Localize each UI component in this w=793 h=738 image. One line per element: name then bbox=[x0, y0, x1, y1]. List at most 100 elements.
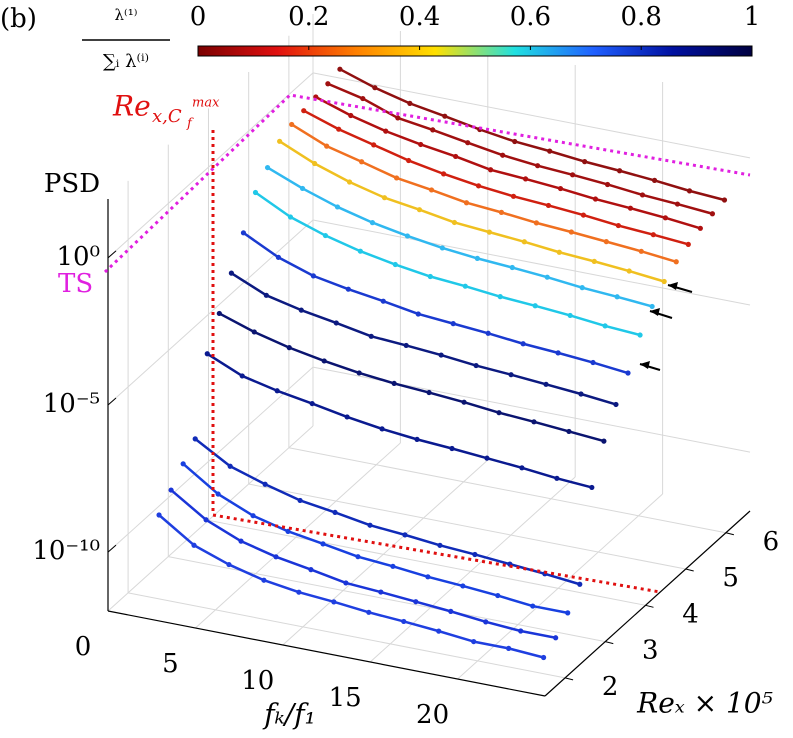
psd-peak bbox=[627, 205, 634, 211]
psd-peak bbox=[239, 373, 245, 379]
grid-line bbox=[312, 219, 751, 306]
psd-peak bbox=[697, 225, 703, 231]
psd-peak bbox=[547, 148, 553, 154]
x-tick-label: 5 bbox=[162, 649, 179, 679]
psd-peak bbox=[531, 419, 537, 425]
psd-peak bbox=[554, 475, 560, 481]
re-cfmax-line bbox=[211, 130, 661, 594]
psd-peak bbox=[414, 436, 420, 442]
psd-peak bbox=[360, 95, 366, 102]
psd-peak bbox=[168, 487, 174, 493]
psd-peak bbox=[510, 193, 517, 199]
psd-line bbox=[170, 489, 556, 640]
psd-peak bbox=[311, 160, 318, 167]
psd-peak bbox=[261, 577, 267, 583]
psd-peak bbox=[227, 463, 233, 469]
psd-peak bbox=[369, 220, 376, 226]
grid-line bbox=[168, 556, 606, 643]
psd-peak bbox=[475, 183, 482, 189]
x-axis-label: fₖ/f₁ bbox=[262, 698, 316, 731]
psd-peak bbox=[348, 112, 354, 119]
psd-peak bbox=[686, 188, 693, 194]
psd-peak bbox=[545, 202, 552, 209]
z-tick-label: 3 bbox=[642, 636, 659, 666]
psd-peak bbox=[285, 528, 291, 534]
psd-peak bbox=[263, 292, 269, 298]
psd-peak bbox=[192, 436, 198, 442]
psd-peak bbox=[391, 380, 397, 387]
psd-peak bbox=[580, 212, 587, 218]
psd-peak bbox=[626, 268, 632, 274]
psd-peak bbox=[413, 599, 419, 605]
psd-peak bbox=[453, 153, 459, 160]
psd-peak bbox=[308, 567, 314, 573]
y-tick-label: 10⁻¹⁰ bbox=[32, 536, 100, 566]
psd-peak bbox=[309, 400, 315, 407]
grid-line bbox=[107, 425, 314, 612]
psd-peak bbox=[407, 100, 413, 106]
psd-peak bbox=[368, 333, 374, 339]
psd-peak bbox=[390, 563, 396, 569]
psd-peak bbox=[366, 609, 372, 615]
psd-peak bbox=[484, 455, 490, 461]
psd-peak bbox=[427, 273, 433, 280]
z-tick bbox=[564, 677, 574, 681]
psd-peak bbox=[509, 264, 515, 271]
psd-peak bbox=[473, 362, 479, 369]
psd-peak bbox=[252, 189, 259, 196]
psd-peak bbox=[500, 152, 506, 158]
grid-line bbox=[107, 72, 314, 259]
colorbar-tick-label: 0 bbox=[190, 2, 207, 32]
psd-peak bbox=[519, 465, 525, 471]
psd-peak bbox=[589, 484, 595, 491]
psd-peak bbox=[601, 438, 607, 444]
psd-peak bbox=[356, 370, 362, 376]
grid-line bbox=[128, 592, 566, 679]
psd-peak bbox=[406, 157, 412, 164]
psd-peak bbox=[418, 141, 424, 148]
y-axis-label: PSD bbox=[44, 169, 100, 199]
psd-peak bbox=[436, 628, 442, 634]
y-tick bbox=[107, 250, 117, 259]
psd-peak bbox=[553, 635, 559, 641]
psd-peak bbox=[216, 310, 222, 317]
ts-label: TS bbox=[58, 269, 93, 299]
colorbar-tick-label: 0.2 bbox=[288, 2, 329, 32]
psd-peak bbox=[592, 196, 599, 202]
psd-peak bbox=[461, 399, 467, 405]
psd-line bbox=[158, 514, 544, 659]
grid-line bbox=[282, 459, 489, 646]
colorbar bbox=[197, 45, 753, 57]
psd-line bbox=[230, 272, 617, 406]
psd-peak bbox=[392, 261, 398, 268]
psd-peak bbox=[544, 274, 550, 280]
psd-peak bbox=[521, 239, 527, 245]
psd-peak bbox=[557, 185, 564, 192]
psd-peak bbox=[439, 245, 445, 251]
re-annotation-subsub: f bbox=[186, 117, 194, 132]
psd-peak bbox=[463, 200, 470, 206]
ts-line bbox=[103, 93, 751, 274]
psd-peak bbox=[625, 370, 631, 376]
psd-peak bbox=[522, 176, 529, 182]
x-tick-label: 10 bbox=[241, 666, 274, 696]
psd-line bbox=[303, 109, 689, 246]
psd-peak bbox=[403, 342, 409, 349]
psd-peak bbox=[191, 542, 197, 548]
psd-peak bbox=[496, 410, 502, 416]
psd-peak bbox=[615, 222, 621, 229]
psd-peak bbox=[508, 372, 514, 378]
re-annotation-sup: max bbox=[192, 96, 220, 111]
psd-peak bbox=[238, 538, 244, 544]
psd-peak bbox=[228, 270, 234, 276]
re-annotation: Re bbox=[112, 90, 151, 123]
psd-peak bbox=[674, 201, 681, 207]
psd-line bbox=[194, 437, 581, 586]
psd-peak bbox=[320, 541, 326, 547]
psd-peak bbox=[383, 128, 389, 134]
psd-peak bbox=[590, 359, 596, 366]
psd-peak bbox=[566, 428, 572, 435]
psd-peak bbox=[603, 239, 609, 245]
